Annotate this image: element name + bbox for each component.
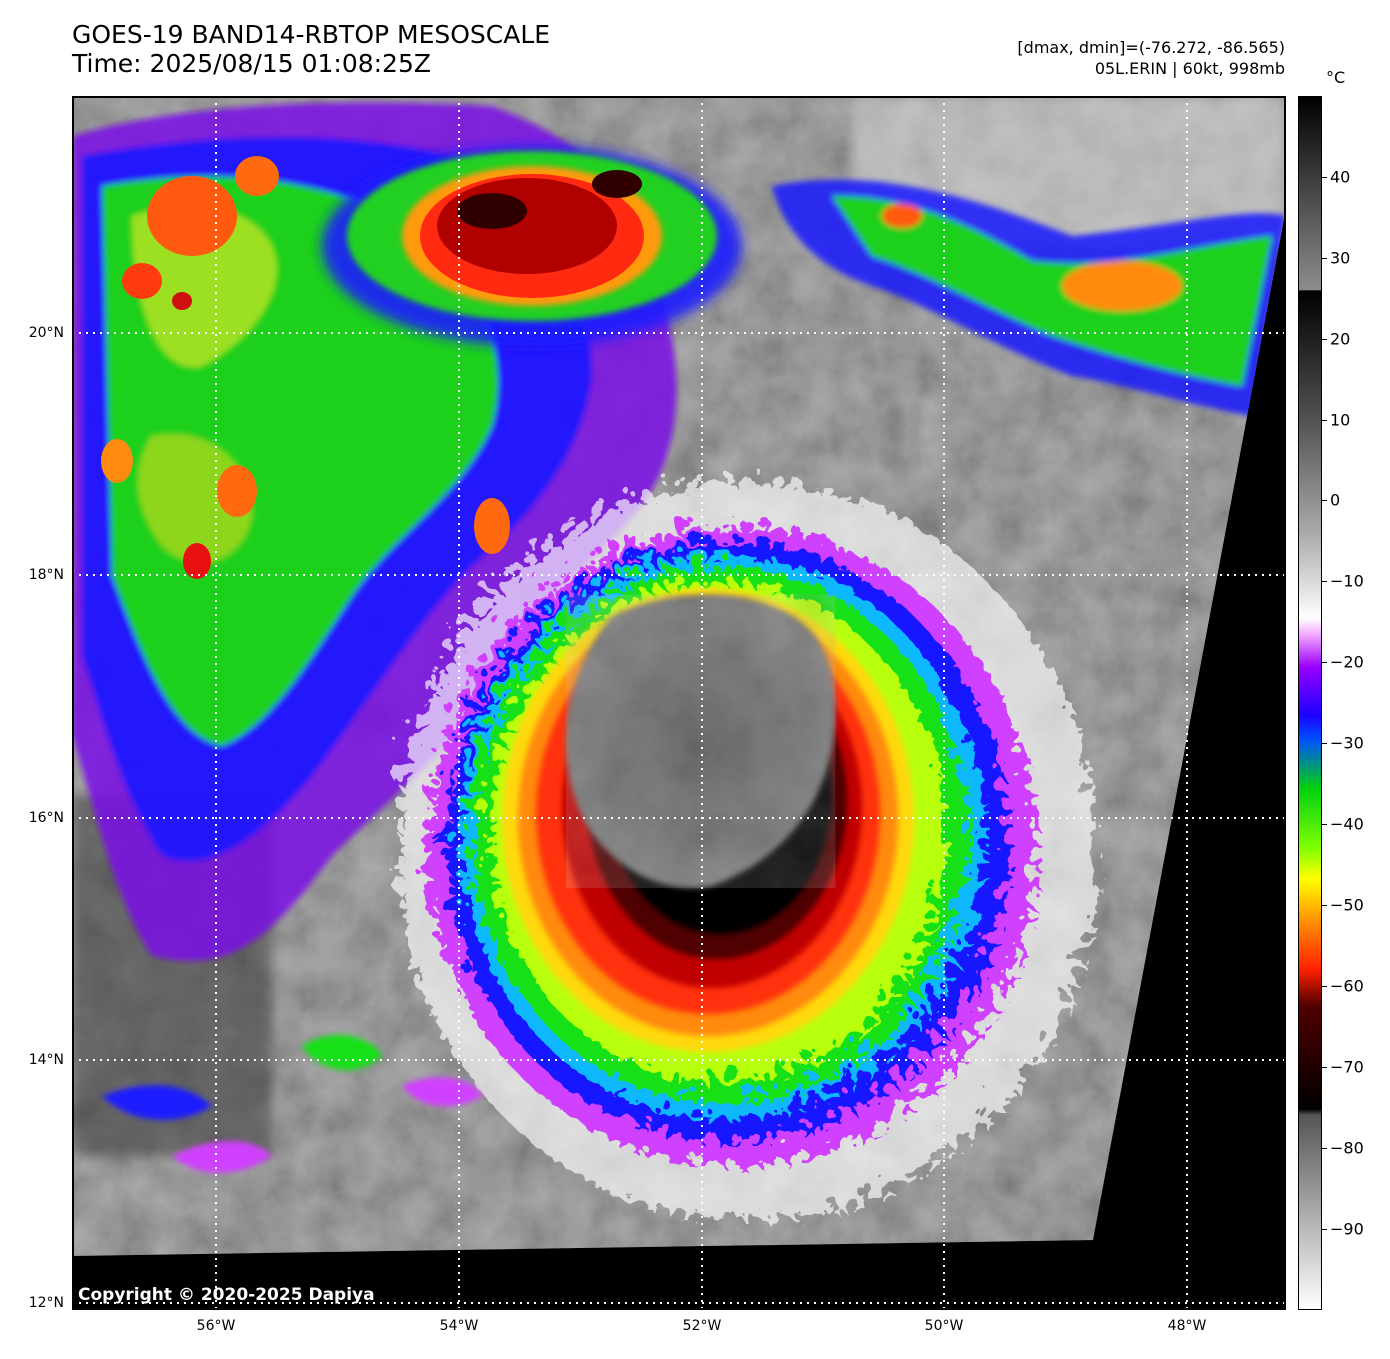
erin-central-dense-overcast: [387, 471, 1087, 1211]
colorbar-tick-mark: [1322, 743, 1327, 744]
northeast-convection: [772, 179, 1286, 416]
colorbar-label-minus90: −90: [1330, 1219, 1364, 1239]
north-cluster: [322, 146, 742, 346]
title-time: Time: 2025/08/15 01:08:25Z: [72, 49, 431, 78]
plot-title: GOES-19 BAND14-RBTOP MESOSCALE Time: 202…: [72, 20, 550, 78]
lon-label-52w: 52°W: [682, 1318, 722, 1334]
colorbar-tick-mark: [1322, 500, 1327, 501]
colorbar-tick-mark: [1322, 339, 1327, 340]
northwest-hot-towers: [101, 156, 510, 579]
copyright-text: Copyright © 2020-2025 Dapiya: [78, 1285, 375, 1305]
plot-meta: [dmax, dmin]=(-76.272, -86.565) 05L.ERIN…: [1017, 37, 1285, 79]
colorbar-tick-mark: [1322, 177, 1327, 178]
colorbar-label-30: 30: [1330, 248, 1351, 268]
colorbar-tick-mark: [1322, 420, 1327, 421]
colorbar-label-0: 0: [1330, 490, 1341, 510]
colorbar-label-minus30: −30: [1330, 733, 1364, 753]
storm-info-text: 05L.ERIN | 60kt, 998mb: [1094, 59, 1285, 78]
colorbar-label-minus50: −50: [1330, 895, 1364, 915]
map-frame: [72, 96, 1286, 1310]
colorbar-tick-mark: [1322, 824, 1327, 825]
swath-edge: [1093, 213, 1286, 1241]
lon-label-48w: 48°W: [1167, 1318, 1207, 1334]
lat-label-20n: 20°N: [28, 325, 64, 341]
lon-label-54w: 54°W: [439, 1318, 479, 1334]
colorbar-label-40: 40: [1330, 167, 1351, 187]
colorbar-label-minus80: −80: [1330, 1138, 1364, 1158]
lat-label-18n: 18°N: [28, 567, 64, 583]
colorbar-label-minus70: −70: [1330, 1057, 1364, 1077]
lat-label-14n: 14°N: [28, 1052, 64, 1068]
lat-label-12n: 12°N: [28, 1295, 64, 1311]
south-band-fragments: [102, 1035, 482, 1173]
lon-label-56w: 56°W: [196, 1318, 236, 1334]
colorbar-unit: °C: [1326, 68, 1346, 87]
imagery-swath: [72, 96, 1286, 1256]
colorbar-tick-mark: [1322, 258, 1327, 259]
title-product: GOES-19 BAND14-RBTOP MESOSCALE: [72, 20, 551, 49]
colorbar-label-minus10: −10: [1330, 571, 1364, 591]
satellite-map: Copyright © 2020-2025 Dapiya: [72, 96, 1286, 1310]
colorbar: [1298, 96, 1322, 1310]
colorbar-tick-mark: [1322, 905, 1327, 906]
colorbar-label-minus60: −60: [1330, 976, 1364, 996]
colorbar-label-minus40: −40: [1330, 814, 1364, 834]
lon-label-50w: 50°W: [924, 1318, 964, 1334]
colorbar-tick-mark: [1322, 1148, 1327, 1149]
colorbar-tick-mark: [1322, 986, 1327, 987]
colorbar-tick-mark: [1322, 1229, 1327, 1230]
lat-label-16n: 16°N: [28, 810, 64, 826]
colorbar-tick-mark: [1322, 581, 1327, 582]
colorbar-tick-mark: [1322, 662, 1327, 663]
colorbar-label-minus20: −20: [1330, 652, 1364, 672]
colorbar-tick-mark: [1322, 1067, 1327, 1068]
colorbar-label-10: 10: [1330, 410, 1351, 430]
dmax-dmin-text: [dmax, dmin]=(-76.272, -86.565): [1017, 38, 1285, 57]
colorbar-label-20: 20: [1330, 329, 1351, 349]
